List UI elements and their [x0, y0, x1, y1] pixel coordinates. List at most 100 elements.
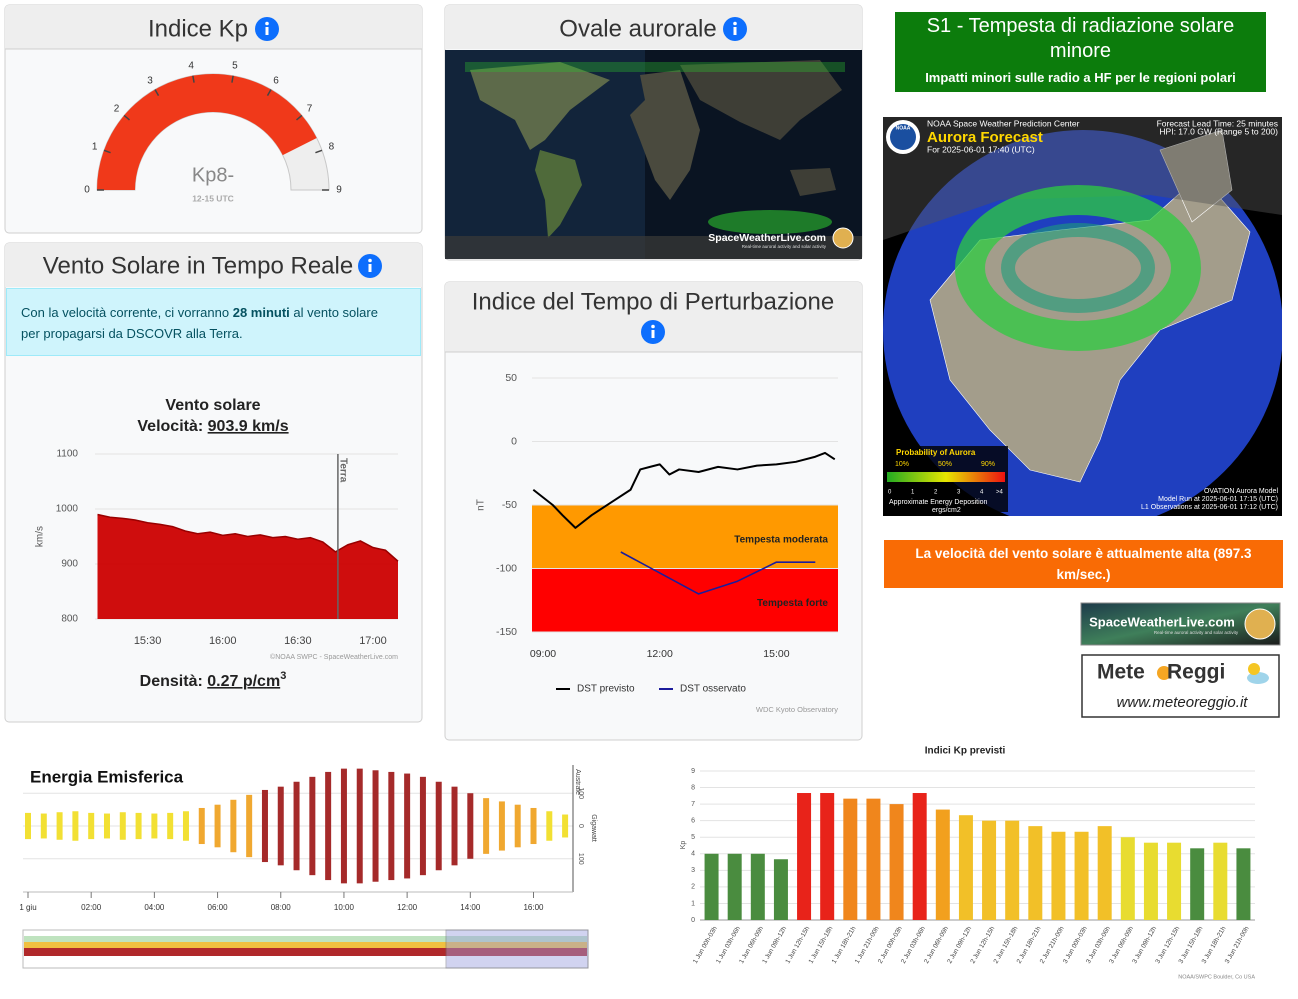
bar: [820, 793, 835, 920]
world-map: SpaceWeatherLive.com Real-time auroral a…: [445, 50, 862, 259]
forecast-hpi: HPI: 17.0 GW (Range 5 to 200): [1159, 126, 1278, 136]
swl-logo[interactable]: SpaceWeatherLive.com Real-time auroral a…: [1080, 602, 1281, 646]
info-icon-dot[interactable]: [368, 258, 372, 263]
info-icon-dot[interactable]: [733, 21, 737, 26]
meteo-logo[interactable]: Mete Reggi www.meteoreggio.it: [1081, 654, 1280, 718]
bar: [325, 771, 332, 881]
bar: [214, 804, 221, 848]
energy-tick: 4: [980, 490, 984, 496]
bar: [230, 799, 237, 853]
meteo-logo-cloud[interactable]: [1247, 672, 1269, 684]
bar: [797, 793, 812, 920]
speed-label: Velocità:: [137, 418, 207, 435]
swl-logo-sub[interactable]: Real-time auroral activity and solar act…: [1154, 630, 1239, 635]
x-tick-label: 06:00: [208, 903, 229, 912]
x-tick-label: 3 Jun 00h-03h: [1062, 925, 1089, 965]
x-tick-label: 1 giu: [19, 903, 36, 912]
noaa-logo-text: NOAA: [896, 125, 911, 131]
aurora-glow: [708, 210, 832, 234]
energy-unit: ergs/cm2: [932, 507, 961, 514]
y-tick-label: 100: [577, 787, 584, 799]
panel-title: Vento Solare in Tempo Reale: [43, 252, 353, 279]
gauge-value: [97, 73, 317, 190]
x-tick-label: 2 Jun 12h-15h: [969, 925, 996, 965]
legend-tick: 50%: [938, 461, 952, 468]
legend-tick: 90%: [981, 461, 995, 468]
info-icon-stem[interactable]: [265, 27, 269, 35]
energy-tick: 1: [911, 490, 915, 496]
info-icon-dot[interactable]: [651, 324, 655, 329]
gauge-tick: [296, 114, 303, 121]
y-tick-label: 9: [691, 768, 695, 775]
bar: [750, 853, 765, 920]
y-tick-label: 5: [691, 834, 695, 841]
globe-land: [1159, 129, 1233, 223]
meteo-logo-sun2[interactable]: [1248, 663, 1260, 675]
navigator-band[interactable]: [24, 942, 587, 948]
info-icon[interactable]: [255, 17, 279, 41]
meteo-logo-b[interactable]: Reggi: [1167, 661, 1225, 684]
gauge-tick: [266, 89, 272, 96]
navigator-band[interactable]: [24, 936, 587, 944]
bar: [88, 812, 95, 840]
gauge-tick-label: 1: [92, 142, 98, 153]
panel-header: [5, 5, 422, 49]
gauge-tick: [192, 75, 195, 83]
navigator-band[interactable]: [24, 948, 587, 956]
y-tick-label: -100: [496, 562, 517, 574]
legend-label: DST osservato: [680, 684, 746, 695]
info-icon-dot[interactable]: [265, 21, 269, 26]
meteo-logo-url[interactable]: www.meteoreggio.it: [1117, 694, 1249, 711]
bar: [843, 798, 858, 920]
bar: [562, 814, 569, 838]
x-tick-label: 1 Jun 21h-00h: [854, 925, 881, 965]
info-icon-stem[interactable]: [651, 330, 655, 338]
panel-header: [5, 243, 422, 287]
y-tick-label: 2: [691, 884, 695, 891]
bar: [704, 853, 719, 920]
info-icon[interactable]: [723, 17, 747, 41]
bar: [309, 776, 316, 876]
bar: [293, 781, 300, 871]
hemisphere-label: Australe: [574, 769, 581, 795]
line-series: [532, 451, 836, 529]
info-icon-stem[interactable]: [733, 27, 737, 35]
area-fill: [97, 514, 398, 619]
band: [532, 568, 838, 632]
bar: [340, 768, 347, 884]
info-icon[interactable]: [641, 320, 665, 344]
meteo-logo-sun[interactable]: [1157, 666, 1171, 680]
legend-bar: [887, 472, 1005, 482]
y-tick-label: 6: [691, 818, 695, 825]
swl-logo-icon[interactable]: [1244, 608, 1276, 640]
swl-logo-text[interactable]: SpaceWeatherLive.com: [1089, 614, 1235, 629]
x-tick-label: 2 Jun 18h-21h: [1016, 925, 1043, 965]
y-tick-label: 1100: [56, 449, 78, 460]
energy-navigator[interactable]: [22, 929, 589, 969]
x-tick-label: 3 Jun 21h-00h: [1224, 925, 1251, 965]
x-tick-label: 2 Jun 09h-12h: [946, 925, 973, 965]
bar: [277, 786, 284, 866]
info-icon-stem[interactable]: [368, 264, 372, 272]
bar: [404, 773, 411, 879]
band-label: Tempesta moderata: [734, 534, 828, 545]
energy-label: Approximate Energy Deposition: [889, 499, 988, 506]
speed-value: 903.9 km/s: [208, 418, 289, 435]
x-tick-label: 16:30: [284, 635, 312, 647]
info-icon[interactable]: [358, 254, 382, 278]
y-tick-label: 800: [61, 614, 78, 625]
bar: [167, 812, 174, 840]
meteo-logo-bg[interactable]: [1081, 654, 1280, 718]
panel-title: Indice del Tempo di Perturbazione: [472, 288, 834, 315]
line-series: [620, 551, 816, 595]
x-tick-label: 1 Jun 00h-03h: [692, 925, 719, 965]
map-land: [535, 150, 582, 238]
notice-text: Con la velocità corrente, ci vorranno: [21, 305, 233, 320]
area-line: [97, 513, 399, 562]
navigator-window[interactable]: [445, 929, 589, 969]
energy-tick: 0: [888, 490, 892, 496]
meteo-logo-a[interactable]: Mete: [1097, 661, 1145, 684]
watermark: SpaceWeatherLive.com: [708, 232, 826, 244]
bar: [419, 776, 426, 876]
